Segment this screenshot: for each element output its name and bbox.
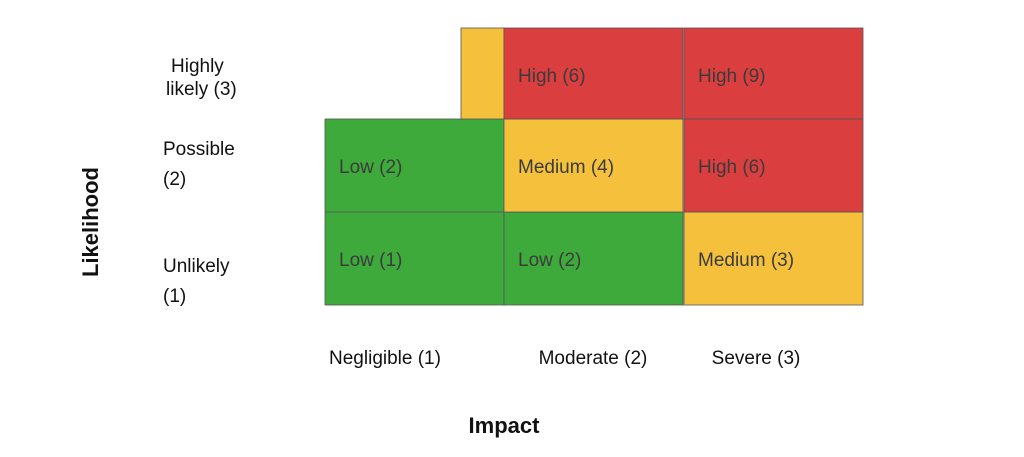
risk-cell-label: High (6) xyxy=(698,157,766,178)
risk-cell-label: Medium (4) xyxy=(518,157,614,178)
risk-cell-high-i2-l3 xyxy=(503,27,684,120)
risk-cell-high-i3-l3 xyxy=(683,27,864,120)
risk-cell-label: Medium (3) xyxy=(698,250,794,271)
likelihood-label-1: Unlikely (1) xyxy=(163,256,230,307)
risk-cell-high-i3-l2 xyxy=(683,118,864,213)
risk-cell-label: Low (1) xyxy=(339,250,402,271)
impact-labels: Negligible (1) Moderate (2) Severe (3) xyxy=(329,348,800,369)
risk-cell-medium-i1-l3 xyxy=(460,27,505,120)
matrix-cells: Low (1) Low (2) Medium (3) Low (2) Medium (4… xyxy=(324,27,864,306)
risk-cell-label: Low (2) xyxy=(339,157,402,178)
likelihood-label-2: Possible (2) xyxy=(163,139,235,190)
impact-label-3: Severe (3) xyxy=(712,348,801,369)
x-axis-title: Impact xyxy=(469,413,541,438)
impact-label-1: Negligible (1) xyxy=(329,348,441,369)
risk-cell-low-i1-l2 xyxy=(324,118,505,213)
risk-cell-low-i2-l1 xyxy=(503,211,684,306)
risk-cell-label: High (9) xyxy=(698,66,766,87)
likelihood-label-3: Highly likely (3) xyxy=(166,56,237,100)
y-axis-title: Likelihood xyxy=(78,167,103,277)
risk-cell-low-i1-l1 xyxy=(324,211,505,306)
likelihood-labels: Unlikely (1) Possible (2) Highly likely (3) xyxy=(163,56,237,307)
risk-cell-medium-i2-l2 xyxy=(503,118,684,213)
impact-label-2: Moderate (2) xyxy=(539,348,648,369)
risk-cell-label: High (6) xyxy=(518,66,586,87)
risk-cell-label: Low (2) xyxy=(518,250,581,271)
